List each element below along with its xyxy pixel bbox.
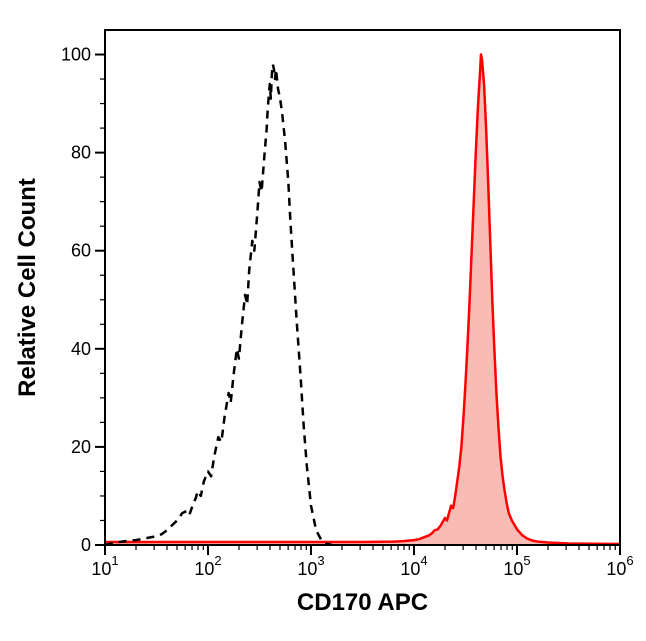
x-tick-label: 101 [91, 553, 118, 579]
x-tick-label: 105 [503, 553, 530, 579]
x-tick-label: 102 [194, 553, 221, 579]
x-tick-label: 106 [606, 553, 633, 579]
y-tick-label: 80 [71, 143, 91, 163]
x-tick-label: 103 [297, 553, 324, 579]
x-tick-label: 104 [400, 553, 427, 579]
y-tick-label: 40 [71, 339, 91, 359]
y-tick-label: 100 [61, 45, 91, 65]
chart-container: { "chart": { "type": "histogram", "width… [0, 0, 646, 641]
y-tick-label: 60 [71, 241, 91, 261]
flow-cytometry-histogram: 101 102 103 104 105 106 0 20 40 60 80 100 CD170 APC R… [0, 0, 646, 641]
y-tick-label: 20 [71, 437, 91, 457]
x-axis-label: CD170 APC [297, 589, 428, 616]
plot-background [105, 30, 620, 545]
y-tick-label: 0 [81, 535, 91, 555]
y-axis-label: Relative Cell Count [14, 178, 41, 397]
